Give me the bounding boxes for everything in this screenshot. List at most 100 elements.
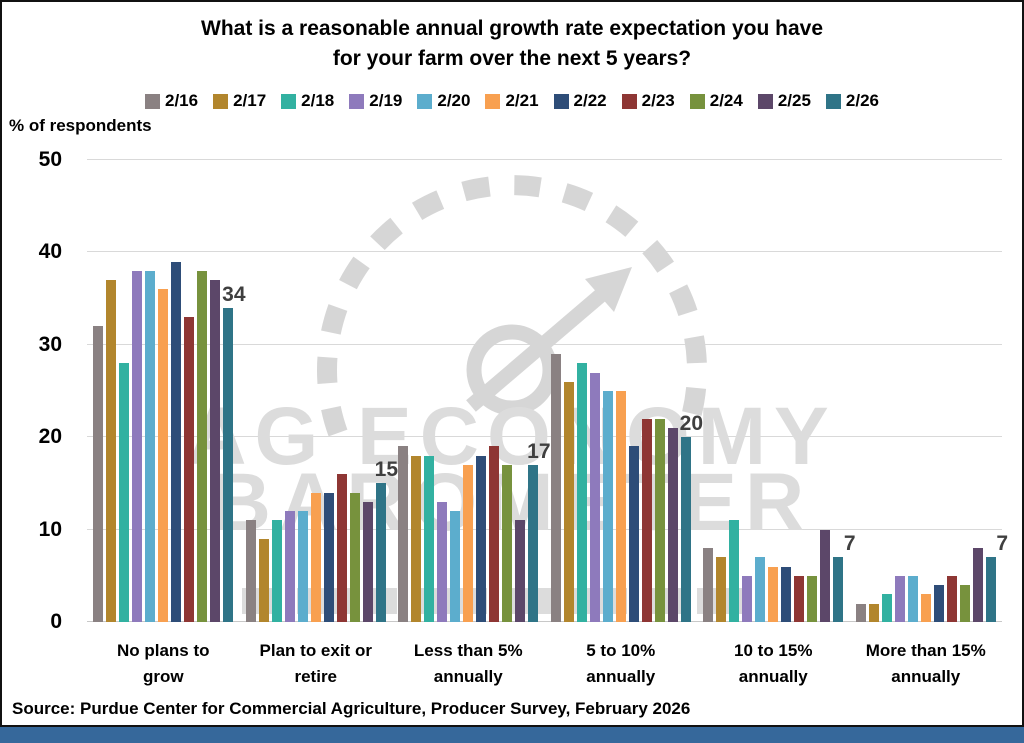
bar-2/21-category-0 (158, 289, 169, 622)
legend-item-2/17: 2/17 (213, 91, 266, 111)
y-axis-tick-labels: 0 10 20 30 40 50 (2, 148, 78, 633)
legend-label: 2/21 (505, 91, 539, 110)
bar-2/18-category-4 (729, 520, 740, 622)
bar-2/26-category-0 (223, 307, 234, 622)
chart-title-line2: for your farm over the next 5 years? (332, 47, 692, 71)
bar-2/23-category-3 (641, 418, 652, 622)
legend-label: 2/17 (233, 91, 267, 110)
bar-group-2: 17 (392, 160, 551, 622)
x-label-cell-3: 5 to 10% annually (545, 638, 698, 691)
data-label-2/26-category-2: 17 (527, 439, 551, 463)
legend-label: 2/19 (369, 91, 403, 110)
legend-item-2/23: 2/23 (621, 91, 675, 111)
legend-label: 2/16 (164, 91, 199, 110)
bar-group-3: 20 (545, 160, 703, 622)
bar-2/24-category-1 (349, 492, 360, 622)
bar-2/24-category-5 (959, 585, 970, 622)
bar-2/22-category-0 (171, 261, 182, 622)
bar-2/24-category-3 (654, 418, 665, 622)
x-category-label-5: More than 15% annually (865, 641, 986, 687)
data-label-2/26-category-0: 34 (222, 282, 246, 306)
bar-2/21-category-1 (310, 492, 321, 622)
bar-2/26-category-2 (528, 464, 539, 622)
bar-2/26-category-3 (680, 437, 691, 622)
legend-item-2/25: 2/25 (757, 91, 811, 111)
bar-2/23-category-0 (184, 317, 195, 622)
bar-2/25-category-1 (362, 501, 373, 622)
gridline-10 (87, 528, 1002, 530)
bar-2/18-category-2 (424, 455, 435, 622)
bar-2/17-category-1 (258, 538, 269, 622)
bar-2/23-category-2 (489, 446, 500, 622)
bar-2/17-category-3 (563, 381, 574, 622)
x-category-label-3: 5 to 10% annually (586, 641, 656, 687)
bar-2/16-category-1 (245, 520, 256, 622)
y-axis-title: % of respondents (9, 116, 152, 135)
bar-2/26-category-5 (985, 557, 996, 622)
bar-2/17-category-5 (868, 603, 879, 622)
y-tick-label-20: 20 (38, 425, 62, 449)
bar-2/24-category-2 (502, 464, 513, 622)
legend-swatch-icon (825, 93, 841, 109)
legend-swatch-icon (144, 93, 160, 109)
bar-2/21-category-4 (768, 566, 779, 622)
bar-2/17-category-4 (716, 557, 727, 622)
bar-2/18-category-3 (576, 363, 587, 622)
legend-item-2/21: 2/21 (485, 91, 539, 111)
bar-2/16-category-2 (398, 446, 409, 622)
bar-2/25-category-4 (820, 529, 831, 622)
bar-2/20-category-5 (907, 575, 918, 622)
bar-group-0: 34 (87, 160, 246, 622)
legend-label: 2/23 (641, 91, 675, 110)
bar-2/26-category-1 (375, 483, 386, 622)
bar-2/20-category-2 (450, 511, 461, 622)
bar-2/18-category-0 (119, 363, 130, 622)
legend-swatch-icon (553, 93, 569, 109)
x-category-label-2: Less than 5% annually (413, 641, 523, 687)
source-credit: Source: Purdue Center for Commercial Agr… (12, 699, 691, 718)
x-category-label-4: 10 to 15% annually (734, 641, 813, 687)
bar-2/16-category-0 (93, 326, 104, 622)
y-tick-label-30: 30 (38, 332, 62, 356)
chart-frame: What is a reasonable annual growth rate … (0, 0, 1024, 727)
legend-swatch-icon (689, 93, 705, 109)
x-category-label-1: Plan to exit or retire (259, 641, 372, 687)
legend-item-2/16: 2/16 (144, 91, 199, 111)
bar-2/23-category-1 (336, 474, 347, 622)
legend-item-2/20: 2/20 (417, 91, 470, 111)
bar-2/22-category-4 (781, 566, 792, 622)
y-tick-label-0: 0 (50, 610, 62, 633)
bar-2/21-category-2 (463, 464, 474, 622)
bar-2/24-category-4 (807, 575, 818, 622)
bar-2/19-category-2 (437, 501, 448, 622)
bar-2/19-category-0 (132, 270, 143, 622)
legend-label: 2/26 (845, 91, 880, 110)
legend-label: 2/24 (709, 91, 743, 110)
bar-groups: 34 15 17 20 7 7 (87, 160, 1008, 622)
gridline-50 (87, 159, 1002, 160)
bottom-accent-strip (0, 727, 1024, 743)
legend-swatch-icon (349, 93, 365, 109)
data-label-2/26-category-4: 7 (843, 532, 856, 556)
legend-item-2/18: 2/18 (281, 91, 334, 111)
bar-2/16-category-3 (550, 354, 561, 622)
bar-2/20-category-0 (145, 270, 156, 622)
bar-2/20-category-1 (297, 511, 308, 622)
bar-2/19-category-4 (742, 575, 753, 622)
bar-2/22-category-1 (323, 492, 334, 622)
chart-title-line1: What is a reasonable annual growth rate … (201, 17, 823, 40)
chart-title: What is a reasonable annual growth rate … (2, 14, 1022, 75)
legend-item-2/19: 2/19 (349, 91, 402, 111)
data-label-2/26-category-3: 20 (679, 412, 703, 436)
y-tick-label-50: 50 (38, 148, 62, 171)
x-label-cell-1: Plan to exit or retire (240, 638, 393, 691)
legend-label: 2/18 (301, 91, 335, 110)
bar-2/22-category-5 (933, 585, 944, 622)
legend-item-2/24: 2/24 (689, 91, 743, 111)
data-label-2/26-category-5: 7 (996, 532, 1008, 556)
bar-2/26-category-4 (833, 557, 844, 622)
bar-2/16-category-5 (855, 603, 866, 622)
gridline-20 (87, 436, 1002, 438)
bar-2/18-category-1 (271, 520, 282, 622)
